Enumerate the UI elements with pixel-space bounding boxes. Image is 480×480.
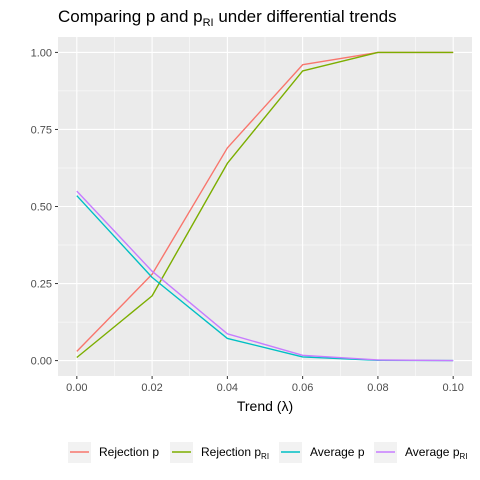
legend: Rejection p Rejection pRI Average p Average… <box>68 442 468 463</box>
x-tick-label: 0.06 <box>292 382 313 394</box>
series-line-3 <box>76 190 454 362</box>
y-tick-label: 1.00 <box>31 47 52 59</box>
x-tick-label: 0.08 <box>367 382 388 394</box>
x-tick-label: 0.02 <box>141 382 162 394</box>
y-tick-label: 0.75 <box>31 124 52 136</box>
chart-title-tail: under differential trends <box>214 7 397 26</box>
x-axis: 0.00 0.02 0.04 0.06 0.08 0.10 <box>66 376 464 394</box>
legend-label: Rejection p <box>99 445 159 459</box>
y-axis: 0.00 0.25 0.50 0.75 1.00 <box>31 47 58 368</box>
legend-item-2: Average p <box>279 442 365 463</box>
x-tick-label: 0.00 <box>66 382 87 394</box>
x-tick-label: 0.10 <box>442 382 463 394</box>
legend-label: Rejection pRI <box>201 445 269 461</box>
chart-title: Comparing p and pRI under differential t… <box>58 7 397 29</box>
legend-item-0: Rejection p <box>68 442 159 463</box>
legend-label: Average pRI <box>405 445 468 461</box>
y-tick-label: 0.50 <box>31 202 52 214</box>
x-axis-title: Trend (λ) <box>237 398 293 414</box>
legend-item-3: Average pRI <box>374 442 468 463</box>
chart-title-subscript: RI <box>203 17 214 29</box>
series-line-1 <box>76 51 454 359</box>
y-tick-label: 0.00 <box>31 356 52 368</box>
y-tick-label: 0.25 <box>31 279 52 291</box>
series-lines <box>76 51 454 362</box>
chart-title-main: Comparing p and p <box>58 7 203 26</box>
x-tick-label: 0.04 <box>217 382 238 394</box>
legend-label: Average p <box>310 445 365 459</box>
legend-item-1: Rejection pRI <box>170 442 269 463</box>
